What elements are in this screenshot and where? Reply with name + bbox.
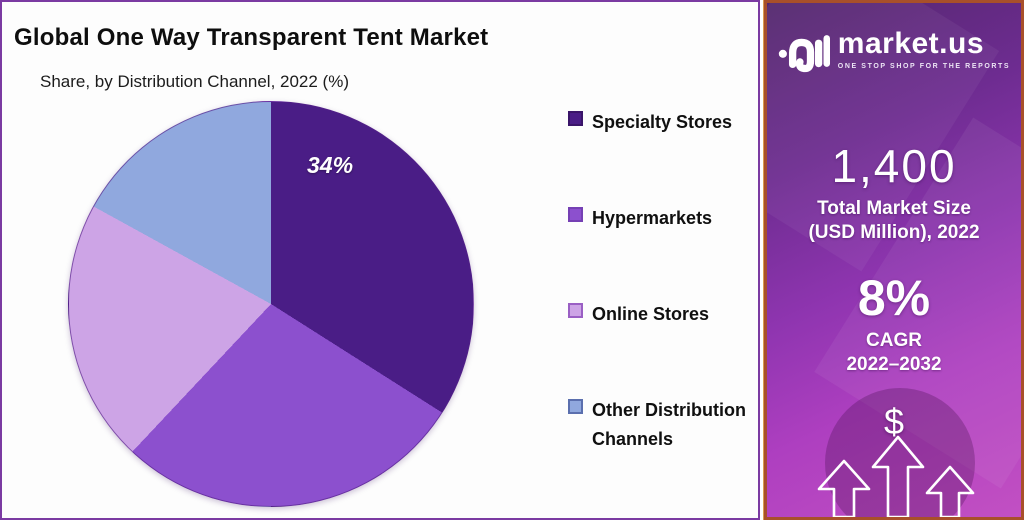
cagr-stat: 8% CAGR 2022–2032 [767, 271, 1021, 377]
cagr-caption-line1: CAGR [866, 330, 922, 351]
brand-tagline: ONE STOP SHOP FOR THE REPORTS [837, 63, 1011, 70]
growth-arrow-icon [925, 465, 975, 517]
legend-label: Online Stores [592, 304, 710, 324]
pie-chart [68, 101, 474, 507]
marketus-wave-icon [778, 35, 830, 73]
brand-sidebar: market.us ONE STOP SHOP FOR THE REPORTS … [763, 0, 1024, 520]
legend-item: Hypermarkets [568, 204, 752, 233]
market-size-stat: 1,400 Total Market Size (USD Million), 2… [767, 141, 1021, 245]
brand-name: market.us [837, 27, 985, 60]
brand-logo: market.us ONE STOP SHOP FOR THE REPORTS [767, 27, 1021, 79]
legend-swatch-icon [568, 111, 583, 126]
legend-item: Online Stores [568, 300, 752, 329]
market-size-value: 1,400 [831, 140, 957, 192]
legend-label: Hypermarkets [592, 208, 713, 228]
cagr-value: 8% [857, 270, 931, 326]
market-size-caption-line1: Total Market Size [817, 198, 971, 219]
market-size-caption-line2: (USD Million), 2022 [808, 222, 980, 243]
legend-item: Specialty Stores [568, 108, 752, 137]
pie-slice-value-label: 34% [307, 152, 354, 178]
chart-panel: Global One Way Transparent Tent Market S… [0, 0, 760, 520]
legend-item: Other Distribution Channels [568, 396, 752, 454]
decorative-circle [825, 388, 975, 517]
chart-subtitle: Share, by Distribution Channel, 2022 (%) [40, 72, 349, 91]
page-title: Global One Way Transparent Tent Market [14, 24, 489, 51]
cagr-caption-line2: 2022–2032 [846, 354, 942, 375]
dollar-icon: $ [883, 401, 905, 442]
legend-swatch-icon [568, 303, 583, 318]
legend-swatch-icon [568, 207, 583, 222]
legend-label: Specialty Stores [592, 112, 733, 132]
growth-arrow-icon [817, 459, 871, 517]
growth-arrow-icon [871, 435, 925, 517]
legend-swatch-icon [568, 399, 583, 414]
legend-label: Other Distribution Channels [592, 400, 746, 449]
